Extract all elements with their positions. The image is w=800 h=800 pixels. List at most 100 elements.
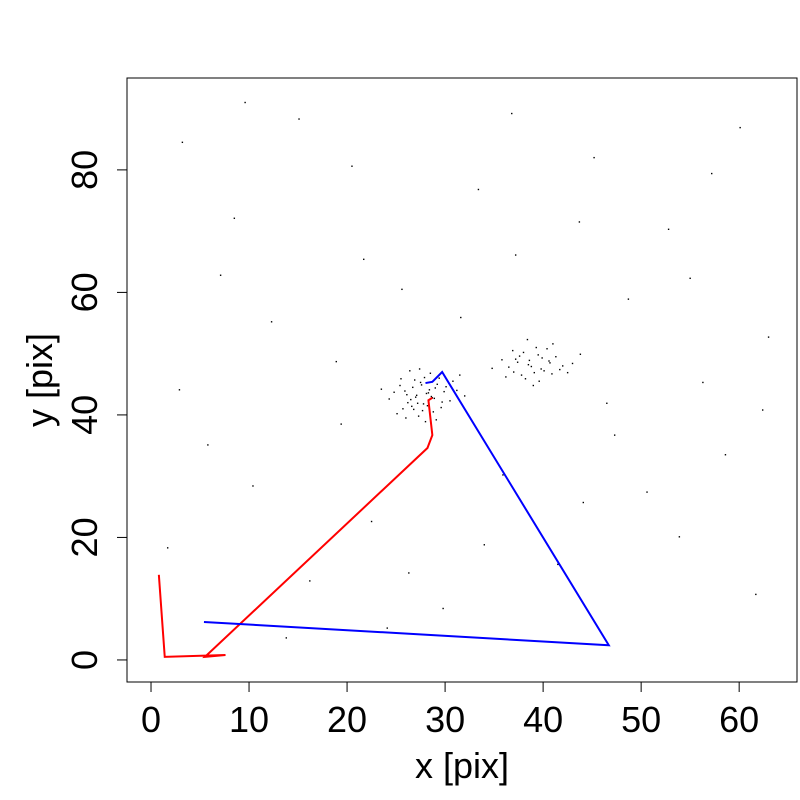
plot-frame [126, 77, 798, 683]
point [414, 379, 416, 381]
point [582, 501, 585, 504]
point [219, 274, 222, 276]
point [678, 536, 681, 538]
point [401, 288, 403, 291]
y-tick-label: 60 [64, 272, 105, 312]
point [426, 405, 429, 407]
point [438, 377, 440, 379]
point [410, 398, 412, 401]
point [414, 396, 417, 398]
y-tick-label: 80 [64, 150, 105, 190]
point [445, 386, 447, 388]
point [578, 221, 581, 223]
track-line [203, 370, 611, 647]
point [285, 637, 287, 639]
point [449, 400, 451, 402]
point [433, 397, 436, 400]
point [459, 374, 461, 376]
point [442, 607, 444, 610]
point [541, 357, 543, 359]
point [483, 544, 486, 546]
point [526, 338, 529, 341]
point [527, 363, 530, 366]
point [430, 395, 433, 398]
point [207, 444, 209, 446]
x-tick-label: 40 [523, 699, 563, 740]
point [627, 298, 630, 300]
point [579, 353, 582, 355]
point [477, 188, 480, 191]
point [702, 381, 704, 384]
point [421, 409, 424, 412]
point [413, 408, 415, 411]
point [549, 362, 551, 364]
track-line [157, 396, 434, 659]
point [739, 126, 741, 129]
point [528, 359, 531, 362]
point [520, 374, 523, 376]
point [396, 412, 398, 415]
point [363, 258, 365, 261]
point [181, 141, 184, 144]
point [436, 383, 438, 385]
y-tick-label: 20 [64, 517, 105, 557]
point [408, 572, 410, 574]
point [166, 547, 169, 549]
point [422, 403, 425, 405]
point [535, 346, 537, 349]
point [443, 390, 445, 393]
point [309, 580, 311, 582]
point [613, 434, 616, 436]
point [298, 118, 300, 120]
point [512, 349, 514, 352]
point [427, 392, 430, 394]
point [244, 101, 246, 104]
point [441, 401, 443, 403]
point [388, 398, 390, 400]
point [761, 409, 764, 411]
point [340, 423, 342, 425]
point [505, 376, 507, 378]
point [178, 389, 181, 391]
x-tick-label: 0 [141, 699, 161, 740]
point [724, 454, 727, 456]
point [491, 367, 493, 370]
point [552, 343, 554, 345]
point [423, 376, 426, 379]
point [415, 394, 418, 397]
point [540, 368, 542, 370]
point [537, 354, 539, 356]
point [402, 408, 404, 410]
point [514, 358, 517, 360]
point [559, 368, 561, 371]
point [533, 371, 535, 374]
point [571, 362, 574, 365]
point [646, 491, 648, 493]
point [380, 388, 383, 390]
point [432, 411, 435, 413]
point [557, 563, 559, 566]
point [532, 384, 535, 387]
point [424, 420, 427, 423]
point [435, 419, 437, 421]
point [518, 355, 521, 357]
point [370, 520, 373, 523]
point [417, 415, 420, 417]
point [511, 112, 513, 115]
point [501, 359, 503, 361]
point [412, 386, 414, 389]
point [416, 402, 419, 404]
point [555, 356, 557, 358]
point [546, 348, 548, 350]
point [513, 371, 515, 373]
point [411, 405, 413, 408]
point [233, 217, 236, 219]
point [404, 390, 406, 392]
point [711, 172, 713, 175]
point [463, 395, 466, 397]
point [460, 316, 462, 319]
x-axis-label: x [pix] [415, 745, 509, 786]
point [548, 360, 550, 362]
point [538, 380, 540, 382]
